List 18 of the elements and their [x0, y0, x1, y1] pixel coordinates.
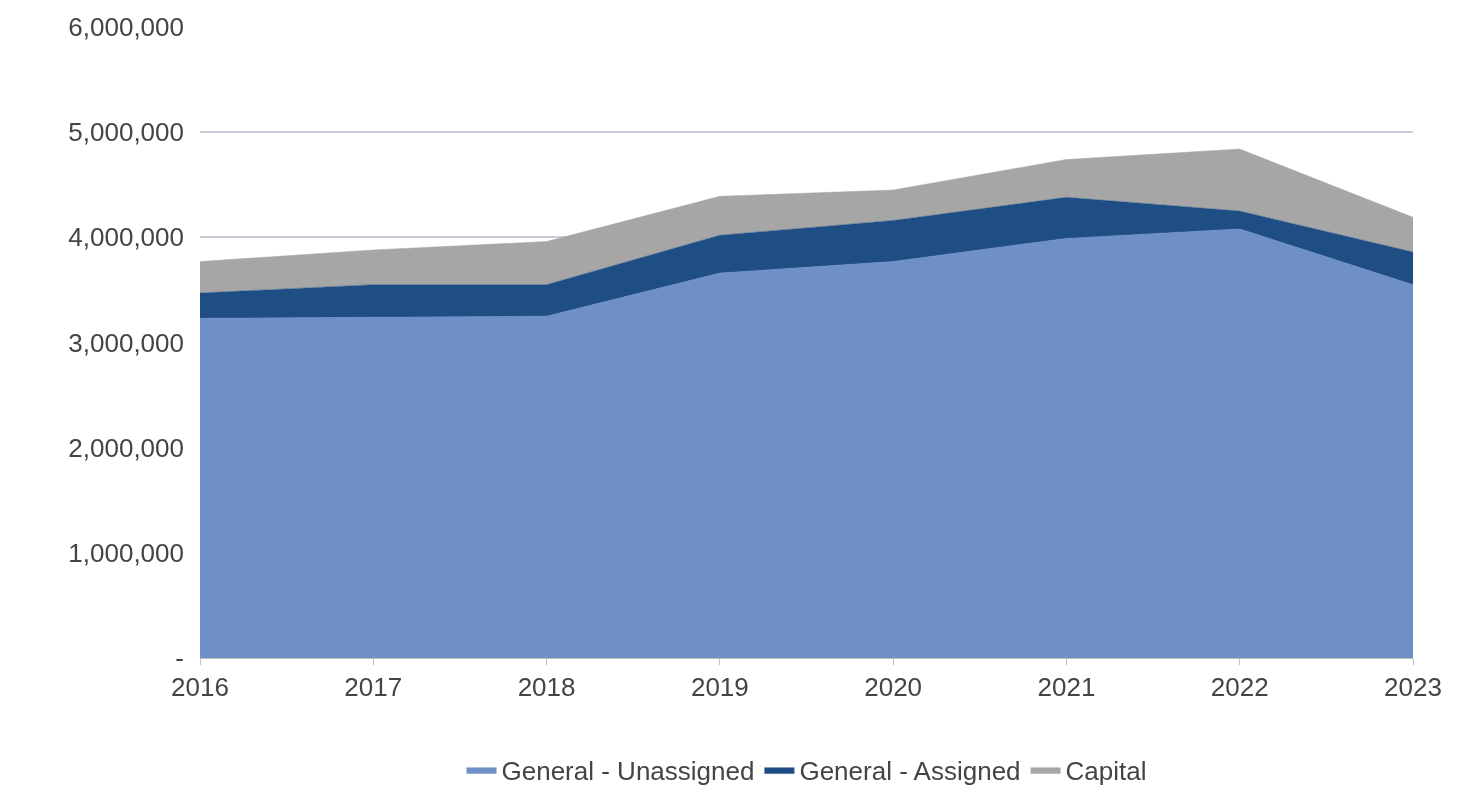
y-tick-label: 4,000,000 — [68, 222, 184, 253]
y-tick-label: 3,000,000 — [68, 327, 184, 358]
x-tick-label: 2016 — [171, 672, 229, 703]
y-tick-label: 2,000,000 — [68, 432, 184, 463]
x-tick-label: 2022 — [1210, 672, 1269, 703]
legend-label: General - Unassigned — [501, 755, 755, 786]
x-tick-label: 2021 — [1037, 672, 1096, 703]
legend-label: General - Assigned — [799, 755, 1021, 786]
x-tick-label: 2018 — [517, 672, 576, 703]
x-tick-label: 2017 — [344, 672, 403, 703]
y-tick-label: 1,000,000 — [68, 537, 184, 568]
y-tick-label: - — [175, 643, 184, 674]
legend-label: Capital — [1065, 755, 1147, 786]
y-tick-label: 6,000,000 — [68, 12, 184, 43]
y-tick-label: 5,000,000 — [68, 117, 184, 148]
x-tick-label: 2019 — [690, 672, 749, 703]
x-tick-label: 2023 — [1384, 672, 1442, 703]
x-tick-label: 2020 — [864, 672, 923, 703]
